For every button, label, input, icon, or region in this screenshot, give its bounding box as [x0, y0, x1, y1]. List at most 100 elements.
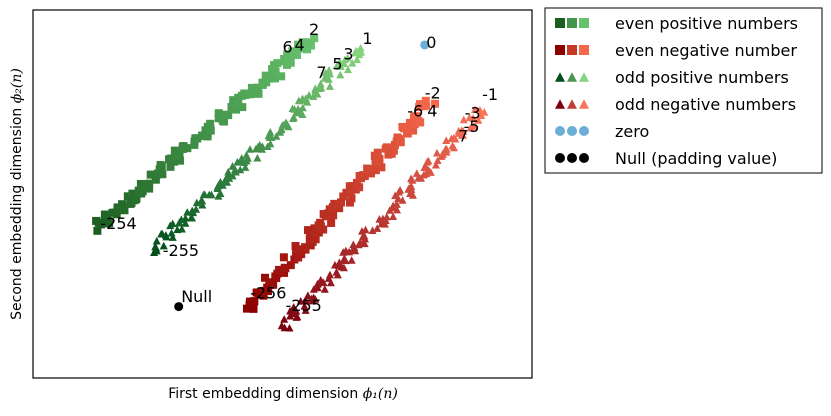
- data-point: [113, 203, 122, 212]
- data-point: [238, 103, 247, 112]
- data-point: [301, 94, 310, 102]
- data-point: [327, 218, 336, 227]
- data-point: [392, 200, 401, 208]
- data-point: [408, 191, 417, 199]
- data-point: [316, 218, 325, 227]
- data-point: [197, 196, 206, 204]
- data-point: [112, 210, 121, 219]
- data-point: [206, 119, 215, 128]
- x-axis-label: First embedding dimension ϕ₁(n): [168, 386, 398, 402]
- data-point: [252, 288, 261, 297]
- data-point: [258, 145, 267, 153]
- data-point: [93, 226, 102, 235]
- legend-label: even negative number: [615, 41, 797, 60]
- legend-marker: [555, 126, 565, 136]
- data-point: [309, 92, 318, 100]
- data-point: [286, 58, 295, 67]
- annotation-label: -256: [250, 284, 286, 303]
- data-point: [138, 184, 147, 193]
- legend-marker: [567, 72, 577, 82]
- series-odd-negative-numbers: [277, 105, 489, 332]
- data-point: [352, 46, 361, 55]
- data-point: [156, 161, 165, 170]
- data-point: [420, 40, 430, 50]
- legend-marker: [579, 126, 589, 136]
- data-point: [255, 141, 264, 149]
- annotation-label: -6: [407, 102, 423, 121]
- data-point: [136, 179, 145, 188]
- data-point: [356, 238, 365, 246]
- data-point: [294, 40, 303, 49]
- data-point: [301, 296, 310, 304]
- data-point: [310, 34, 319, 43]
- data-point: [187, 213, 196, 222]
- data-point: [216, 177, 225, 186]
- data-point: [277, 321, 286, 330]
- data-point: [319, 278, 328, 287]
- data-point: [393, 205, 402, 214]
- data-point: [339, 263, 348, 272]
- data-point: [412, 169, 421, 177]
- data-point: [459, 115, 468, 124]
- annotation-label: 2: [309, 20, 319, 39]
- data-point: [343, 65, 352, 74]
- legend-label: zero: [615, 122, 649, 141]
- data-point: [168, 219, 177, 228]
- data-point: [298, 103, 307, 112]
- data-point: [145, 179, 154, 188]
- annotation-label: 6: [283, 37, 293, 56]
- data-point: [198, 200, 207, 209]
- data-point: [126, 199, 135, 208]
- series-odd-positive-numbers: [150, 44, 366, 257]
- data-point: [339, 192, 348, 201]
- data-point: [232, 105, 241, 114]
- annotation-label: -2: [425, 83, 441, 102]
- data-point: [301, 243, 310, 252]
- data-point: [431, 99, 440, 108]
- data-point: [123, 192, 132, 201]
- data-point: [172, 151, 181, 160]
- data-point: [426, 168, 435, 176]
- legend-marker: [567, 126, 577, 136]
- data-point: [279, 253, 288, 262]
- legend-marker: [555, 99, 565, 109]
- data-point: [228, 171, 237, 180]
- annotation-label: 0: [426, 33, 436, 52]
- data-point: [404, 123, 413, 132]
- data-point: [158, 170, 167, 179]
- data-point: [348, 245, 357, 254]
- data-point: [152, 246, 161, 255]
- data-point: [422, 163, 431, 172]
- data-point: [145, 184, 154, 193]
- data-point: [249, 304, 258, 313]
- data-point: [326, 278, 335, 287]
- data-point: [347, 194, 356, 203]
- data-point: [286, 261, 295, 270]
- data-point: [325, 82, 334, 90]
- data-point: [221, 110, 230, 119]
- data-point: [242, 304, 251, 313]
- data-point: [120, 206, 129, 215]
- legend: even positive numbers even negative numbe…: [544, 7, 823, 174]
- data-point: [414, 116, 423, 125]
- data-point: [396, 186, 405, 194]
- data-point: [277, 125, 286, 133]
- legend-label: odd negative numbers: [615, 95, 796, 114]
- data-point: [311, 235, 320, 244]
- legend-entry: even positive numbers: [555, 14, 798, 33]
- data-point: [128, 189, 137, 198]
- data-point: [404, 185, 413, 193]
- data-point: [345, 198, 354, 207]
- data-point: [309, 293, 318, 302]
- legend-marker: [567, 18, 577, 28]
- y-axis-label-math: ϕ₂(n): [9, 68, 25, 103]
- legend-label: Null (padding value): [615, 149, 777, 168]
- data-point: [155, 165, 164, 174]
- data-point: [403, 129, 412, 138]
- data-point: [408, 176, 417, 184]
- data-point: [410, 112, 419, 121]
- legend-marker: [579, 45, 589, 55]
- data-point: [151, 175, 160, 184]
- data-point: [365, 165, 374, 174]
- annotation-label: Null: [181, 287, 212, 306]
